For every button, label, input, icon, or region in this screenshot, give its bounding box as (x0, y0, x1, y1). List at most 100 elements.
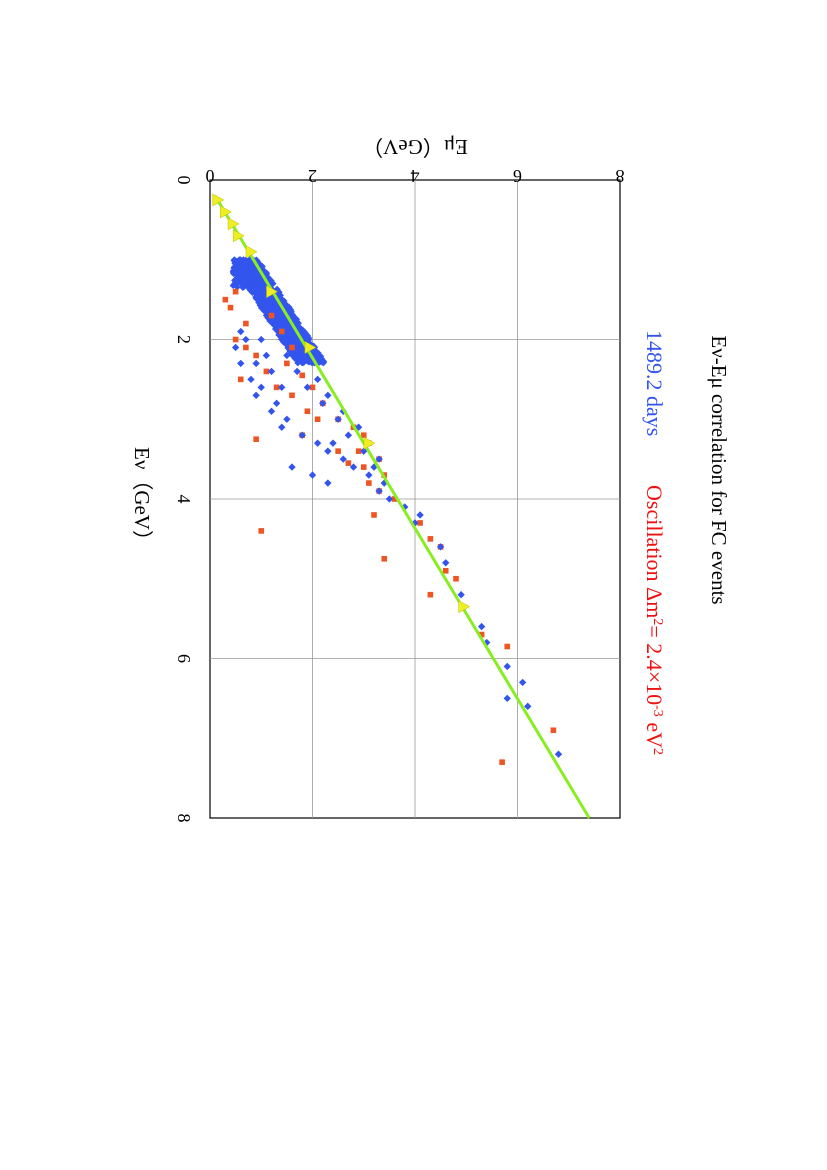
blue-diamond-point (329, 439, 337, 447)
yellow-marker-point (227, 217, 240, 231)
blue-diamond-point (349, 463, 358, 471)
red-square-point (253, 436, 259, 442)
blue-band-point (318, 358, 326, 366)
y-axis-label: Eμ（GeV） (362, 135, 468, 159)
y-tick-label: 8 (616, 166, 625, 186)
red-square-point (243, 320, 249, 327)
x-tick-label: 0 (174, 176, 194, 185)
blue-diamond-point (524, 702, 532, 711)
blue-diamond-point (252, 391, 260, 400)
blue-diamond-point (503, 694, 511, 703)
blue-diamond-point (324, 391, 332, 400)
x-axis-label: Eν（GeV） (130, 447, 154, 551)
blue-band-point (233, 257, 241, 265)
red-square-point (232, 336, 239, 343)
red-square-point (355, 448, 362, 454)
blue-band-point (293, 348, 302, 356)
blue-band-point (288, 339, 296, 347)
blue-band-point (248, 281, 256, 289)
oscillation-text: Oscillation Δm (642, 485, 667, 618)
red-square-point (335, 448, 341, 454)
blue-band-point (278, 319, 286, 327)
blue-band-point (235, 272, 243, 280)
blue-diamond-point (416, 511, 424, 519)
red-square-point (371, 512, 377, 518)
blue-band-point (248, 285, 256, 293)
blue-diamond-point (231, 343, 240, 352)
blue-band-point (249, 265, 257, 273)
blue-band-point (271, 320, 279, 328)
fit-line (213, 195, 591, 819)
blue-diamond-point (272, 399, 281, 407)
red-square-point (550, 727, 557, 734)
blue-band-point (248, 272, 256, 280)
oscillation-superscript: -3 (651, 705, 666, 717)
blue-diamond-point (503, 662, 511, 671)
red-square-point (243, 344, 249, 351)
oscillation-text: = 2.4×10 (642, 625, 667, 705)
x-axis: 0 2 4 6 8 Eν（GeV） (130, 176, 194, 823)
red-square-point (299, 372, 306, 379)
red-square-point (366, 480, 372, 486)
blue-diamond-point (257, 383, 265, 392)
blue-band-point (282, 339, 290, 347)
red-square-point (499, 759, 505, 765)
blue-band-point (232, 277, 240, 285)
blue-band-point (234, 265, 242, 273)
red-square-point (381, 556, 388, 562)
blue-band-point (273, 306, 281, 314)
blue-diamond-point (313, 439, 322, 447)
red-square-point (304, 408, 311, 415)
red-square-point (289, 392, 295, 399)
yellow-marker-point (304, 341, 317, 354)
yellow-marker-point (212, 193, 225, 207)
blue-diamond-point (457, 591, 465, 599)
blue-diamond-point (252, 359, 260, 368)
red-square-point (278, 328, 285, 335)
red-square-point (314, 416, 321, 423)
blue-diamond-point (242, 335, 250, 344)
blue-diamond-point (308, 471, 317, 479)
blue-diamond-point (518, 678, 527, 687)
blue-diamond-point (278, 423, 286, 431)
fit-line-group (213, 195, 591, 819)
blue-diamond-point (442, 559, 450, 567)
y-tick-label: 0 (206, 166, 215, 186)
blue-diamond-point (237, 327, 245, 336)
blue-diamond-point (436, 543, 445, 551)
red-square-point (289, 344, 295, 351)
blue-diamond-point (339, 455, 347, 463)
blue-band-point (300, 329, 308, 337)
blue-diamond-point (554, 750, 563, 758)
blue-diamond-point (257, 335, 265, 344)
yellow-marker-point (245, 245, 258, 259)
red-square-point (284, 360, 290, 367)
red-square-point (360, 464, 367, 470)
red-square-point (227, 304, 234, 311)
blue-band-point (240, 278, 249, 286)
blue-diamond-point (237, 359, 245, 368)
blue-diamond-point (262, 351, 271, 360)
x-tick-label: 2 (174, 335, 194, 344)
oscillation-text: eV (642, 717, 667, 748)
blue-diamond-point (267, 407, 276, 415)
y-tick-label: 6 (513, 166, 522, 186)
red-square-point (427, 591, 434, 598)
red-square-point (345, 460, 352, 466)
exposure-label: 1489.2 days (642, 330, 667, 436)
blue-diamond-point (313, 375, 322, 384)
oscillation-superscript: 2 (651, 618, 666, 625)
blue-band-point (305, 357, 313, 365)
blue-band-point (242, 258, 250, 266)
oscillation-superscript: 2 (651, 748, 666, 755)
red-square-point (360, 432, 367, 438)
x-tick-label: 6 (174, 654, 194, 663)
x-tick-label: 4 (174, 495, 194, 504)
blue-band-point (257, 300, 265, 308)
blue-band-point (267, 295, 276, 303)
y-tick-label: 2 (308, 166, 317, 186)
red-square-point (273, 384, 280, 391)
blue-band-point (240, 272, 248, 280)
blue-band-point (288, 330, 296, 338)
